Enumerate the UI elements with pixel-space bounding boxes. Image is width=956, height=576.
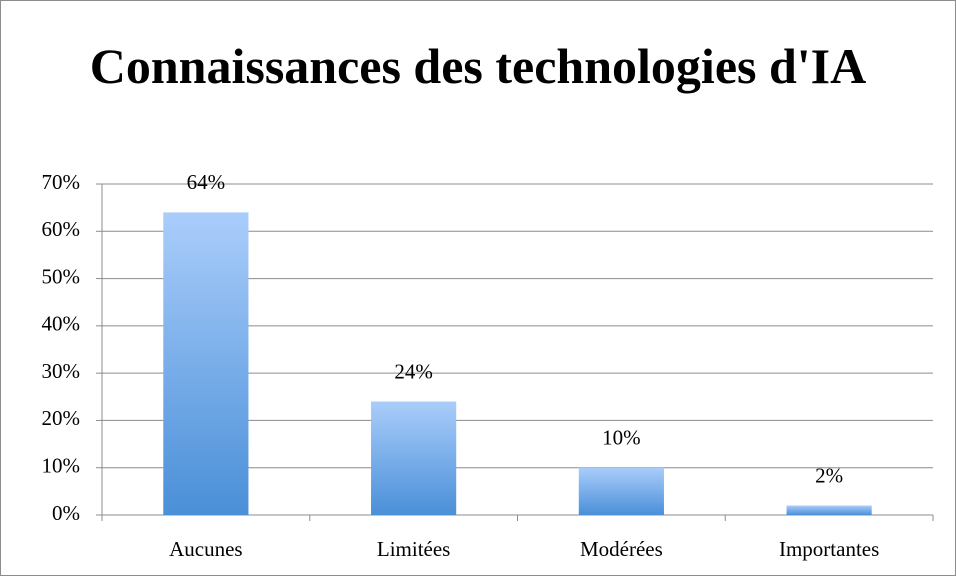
y-tick-label: 10%: [42, 454, 81, 478]
data-label: 2%: [815, 463, 843, 487]
data-label: 64%: [187, 170, 226, 194]
bar: [786, 505, 872, 515]
y-tick-label: 0%: [52, 501, 80, 525]
y-tick-label: 20%: [42, 406, 81, 430]
y-tick-label: 30%: [42, 359, 81, 383]
y-tick-label: 70%: [42, 170, 81, 194]
x-tick-label: Modérées: [580, 537, 663, 561]
x-tick-label: Aucunes: [169, 537, 242, 561]
x-tick-label: Limitées: [377, 537, 450, 561]
bar: [163, 212, 249, 515]
bar: [371, 401, 457, 515]
bar: [578, 467, 664, 515]
data-label: 10%: [602, 426, 641, 450]
data-label: 24%: [394, 359, 433, 383]
y-tick-label: 40%: [42, 312, 81, 336]
y-tick-label: 60%: [42, 217, 81, 241]
x-tick-label: Importantes: [779, 537, 879, 561]
y-tick-label: 50%: [42, 264, 81, 288]
chart-title: Connaissances des technologies d'IA: [89, 38, 867, 94]
